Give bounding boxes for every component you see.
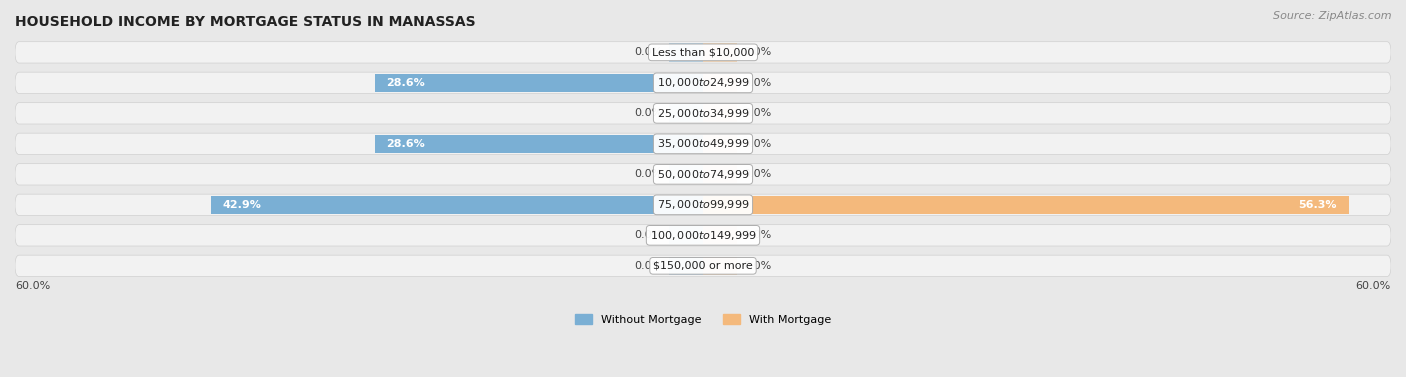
Text: 0.0%: 0.0% <box>744 108 772 118</box>
Bar <box>703 135 737 153</box>
Bar <box>703 43 737 61</box>
Text: 56.3%: 56.3% <box>1299 200 1337 210</box>
Text: 0.0%: 0.0% <box>744 230 772 240</box>
Bar <box>669 257 703 275</box>
Text: 60.0%: 60.0% <box>15 281 51 291</box>
Text: $100,000 to $149,999: $100,000 to $149,999 <box>650 229 756 242</box>
Bar <box>375 74 703 92</box>
Bar <box>703 104 737 123</box>
FancyBboxPatch shape <box>15 133 1391 155</box>
FancyBboxPatch shape <box>15 72 1391 93</box>
Text: 28.6%: 28.6% <box>387 78 425 88</box>
Text: Source: ZipAtlas.com: Source: ZipAtlas.com <box>1274 11 1392 21</box>
Text: 0.0%: 0.0% <box>744 139 772 149</box>
Bar <box>703 74 737 92</box>
Bar <box>669 104 703 123</box>
FancyBboxPatch shape <box>15 194 1391 216</box>
Text: $75,000 to $99,999: $75,000 to $99,999 <box>657 198 749 211</box>
FancyBboxPatch shape <box>15 103 1391 124</box>
FancyBboxPatch shape <box>15 164 1391 185</box>
Text: 0.0%: 0.0% <box>634 261 662 271</box>
Text: $10,000 to $24,999: $10,000 to $24,999 <box>657 77 749 89</box>
Text: $50,000 to $74,999: $50,000 to $74,999 <box>657 168 749 181</box>
Bar <box>703 165 737 184</box>
Text: 28.6%: 28.6% <box>387 139 425 149</box>
Text: 0.0%: 0.0% <box>744 261 772 271</box>
FancyBboxPatch shape <box>15 42 1391 63</box>
Text: 0.0%: 0.0% <box>744 169 772 179</box>
Text: 0.0%: 0.0% <box>744 78 772 88</box>
Text: 0.0%: 0.0% <box>634 169 662 179</box>
Text: $25,000 to $34,999: $25,000 to $34,999 <box>657 107 749 120</box>
Text: HOUSEHOLD INCOME BY MORTGAGE STATUS IN MANASSAS: HOUSEHOLD INCOME BY MORTGAGE STATUS IN M… <box>15 15 475 29</box>
Bar <box>669 165 703 184</box>
Bar <box>703 196 1348 214</box>
Bar <box>211 196 703 214</box>
Text: 0.0%: 0.0% <box>634 48 662 57</box>
Bar <box>375 135 703 153</box>
Text: 60.0%: 60.0% <box>1355 281 1391 291</box>
Text: 0.0%: 0.0% <box>744 48 772 57</box>
FancyBboxPatch shape <box>15 255 1391 276</box>
Text: 0.0%: 0.0% <box>634 230 662 240</box>
Bar <box>669 43 703 61</box>
Bar <box>703 257 737 275</box>
Bar <box>703 226 737 244</box>
Text: Less than $10,000: Less than $10,000 <box>652 48 754 57</box>
Bar <box>669 226 703 244</box>
Text: $35,000 to $49,999: $35,000 to $49,999 <box>657 137 749 150</box>
Text: 42.9%: 42.9% <box>222 200 262 210</box>
Text: 0.0%: 0.0% <box>634 108 662 118</box>
Text: $150,000 or more: $150,000 or more <box>654 261 752 271</box>
Legend: Without Mortgage, With Mortgage: Without Mortgage, With Mortgage <box>571 310 835 329</box>
FancyBboxPatch shape <box>15 225 1391 246</box>
